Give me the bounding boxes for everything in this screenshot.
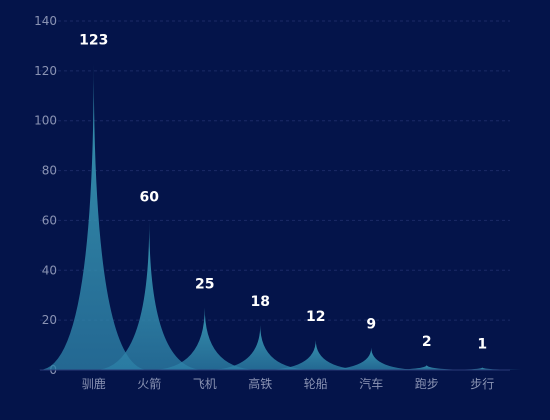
x-tick-label: 驯鹿	[82, 376, 106, 391]
y-tick-label: 100	[34, 114, 57, 128]
y-tick-label: 140	[34, 14, 57, 28]
data-label: 9	[366, 317, 376, 333]
bar	[149, 307, 260, 370]
bars	[38, 63, 538, 370]
bar	[94, 220, 205, 370]
data-label: 25	[195, 277, 214, 293]
data-label: 2	[422, 334, 432, 350]
y-tick-label: 60	[42, 213, 57, 227]
x-tick-label: 火箭	[137, 376, 161, 391]
x-tick-label: 跑步	[415, 377, 439, 391]
x-tick-label: 轮船	[304, 377, 328, 391]
bar	[38, 63, 149, 370]
bar	[260, 340, 371, 370]
y-axis: 020406080100120140	[34, 14, 57, 377]
y-tick-label: 40	[42, 263, 57, 277]
bar	[316, 347, 427, 370]
data-labels: 123 60 25 18 12 9 2 1	[79, 32, 487, 352]
gridlines	[40, 20, 510, 321]
x-tick-label: 汽车	[359, 376, 383, 391]
bar	[427, 367, 538, 370]
data-label: 60	[140, 189, 160, 205]
data-label: 123	[79, 32, 108, 48]
bar	[205, 325, 316, 370]
x-tick-label: 步行	[470, 377, 494, 391]
bar	[371, 365, 482, 370]
y-tick-label: 20	[42, 313, 57, 327]
x-tick-label: 高铁	[248, 376, 272, 391]
x-tick-label: 飞机	[193, 377, 217, 391]
x-axis: 驯鹿 火箭 飞机 高铁 轮船 汽车 跑步 步行	[40, 369, 510, 391]
data-label: 12	[306, 309, 325, 325]
data-label: 18	[251, 294, 270, 310]
y-tick-label: 80	[42, 164, 57, 178]
data-label: 1	[477, 337, 487, 353]
y-tick-label: 120	[34, 64, 57, 78]
